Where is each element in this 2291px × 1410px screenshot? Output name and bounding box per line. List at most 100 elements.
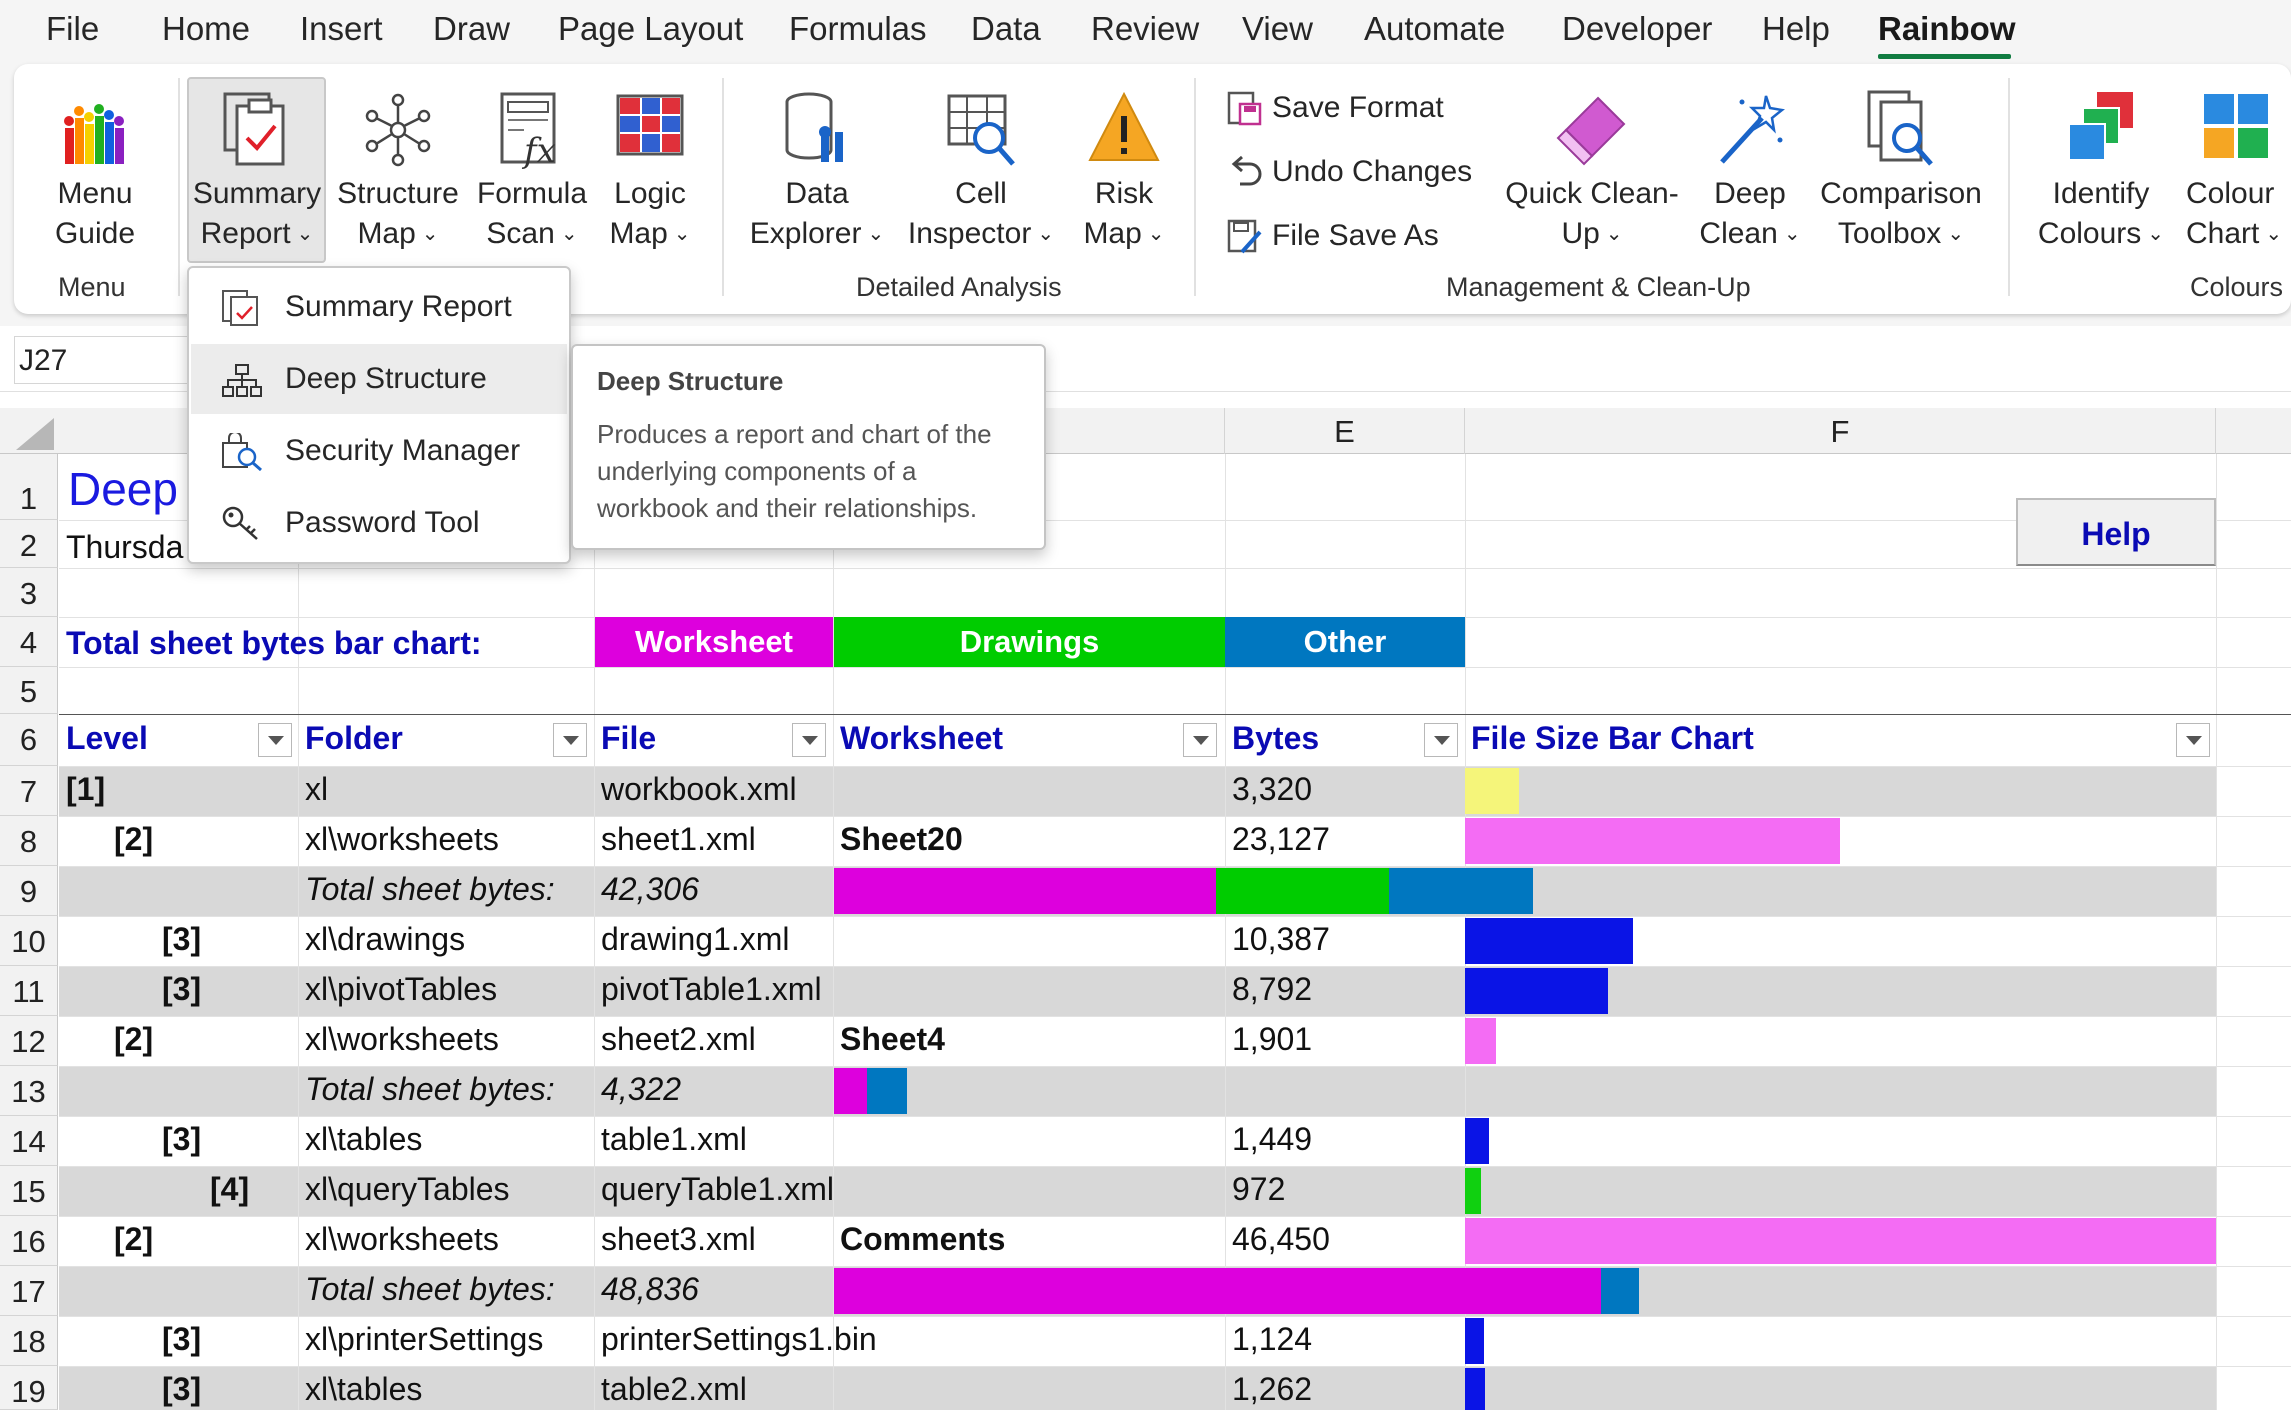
menu-item-summary-report[interactable]: Summary Report (191, 272, 567, 342)
select-all-corner[interactable] (16, 418, 54, 450)
row-band (59, 1366, 2216, 1410)
report-date: Thursda (66, 529, 184, 565)
tab-automate[interactable]: Automate (1364, 10, 1506, 47)
column-header-hidden[interactable] (359, 408, 1225, 454)
row-header[interactable]: 2 (0, 520, 58, 568)
structure-map-label-2-wrap: Map ⌄ (336, 214, 460, 254)
total-bytes-cell: 48,836 (601, 1271, 699, 1307)
row-header[interactable]: 9 (0, 866, 58, 916)
menu-item-password-tool[interactable]: Password Tool (191, 488, 567, 558)
tab-insert[interactable]: Insert (300, 10, 383, 47)
quick-clean-up-label-2: Up (1561, 217, 1600, 250)
row-header[interactable]: 6 (0, 714, 58, 766)
logic-map-button[interactable]: Logic Map ⌄ (600, 88, 700, 254)
tab-page-layout[interactable]: Page Layout (558, 10, 744, 47)
row-header[interactable]: 12 (0, 1016, 58, 1066)
formula-scan-button[interactable]: fx Formula Scan ⌄ (474, 88, 590, 254)
tab-formulas[interactable]: Formulas (789, 10, 927, 47)
tab-home[interactable]: Home (162, 10, 251, 47)
column-header-f[interactable]: F (1465, 408, 2216, 454)
row-header[interactable]: 14 (0, 1116, 58, 1166)
key-icon (222, 506, 258, 540)
filter-bytes-dropdown[interactable] (1424, 723, 1458, 757)
help-button[interactable]: Help (2016, 498, 2216, 566)
tab-draw[interactable]: Draw (433, 10, 511, 47)
cell-inspector-label-2-wrap: Inspector ⌄ (902, 214, 1060, 254)
row-header[interactable]: 8 (0, 816, 58, 866)
row-header[interactable]: 3 (0, 568, 58, 617)
tab-rainbow[interactable]: Rainbow (1878, 10, 2016, 47)
active-tab-indicator (1878, 54, 2011, 59)
warning-triangle-icon (1088, 91, 1160, 161)
filter-folder-dropdown[interactable] (553, 723, 587, 757)
tooltip-body: Produces a report and chart of the under… (597, 419, 992, 523)
row-header[interactable]: 5 (0, 667, 58, 714)
file-save-as-button[interactable]: File Save As (1226, 216, 1466, 256)
summary-report-button[interactable]: Summary Report ⌄ (190, 88, 324, 254)
tab-help[interactable]: Help (1762, 10, 1830, 47)
menu-item-summary-report-label: Summary Report (285, 290, 512, 323)
deep-structure-tooltip: Deep Structure Produces a report and cha… (571, 344, 1046, 550)
row-header[interactable]: 4 (0, 617, 58, 667)
file-size-bar (1465, 918, 1633, 964)
row-band (59, 1066, 2216, 1116)
menu-item-deep-structure-label: Deep Structure (285, 362, 487, 395)
column-header-e[interactable]: E (1225, 408, 1465, 454)
data-explorer-button[interactable]: Data Explorer ⌄ (744, 88, 890, 254)
quick-clean-up-button[interactable]: Quick Clean- Up ⌄ (1502, 88, 1682, 254)
row-header[interactable]: 11 (0, 966, 58, 1016)
level-cell: [3] (162, 921, 202, 957)
colour-chart-button[interactable]: Colour Chart ⌄ (2180, 88, 2291, 254)
menu-guide-label-2: Guide (54, 217, 136, 250)
tab-review[interactable]: Review (1091, 10, 1200, 47)
risk-map-button[interactable]: Risk Map ⌄ (1072, 88, 1176, 254)
cell-inspector-button[interactable]: Cell Inspector ⌄ (902, 88, 1060, 254)
folder-cell: xl\pivotTables (305, 971, 498, 1007)
level-cell: [2] (114, 1021, 154, 1057)
row-header[interactable]: 13 (0, 1066, 58, 1116)
tab-developer[interactable]: Developer (1562, 10, 1713, 47)
level-cell: [2] (114, 1221, 154, 1257)
tab-view[interactable]: View (1242, 10, 1313, 47)
menu-item-security-manager[interactable]: Security Manager (191, 416, 567, 486)
undo-changes-button[interactable]: Undo Changes (1226, 152, 1486, 192)
filter-bar-chart-dropdown[interactable] (2176, 723, 2210, 757)
row-header[interactable]: 7 (0, 766, 58, 816)
deep-clean-button[interactable]: Deep Clean ⌄ (1694, 88, 1806, 254)
grid-line (59, 1266, 2291, 1267)
header-file-size-bar-chart: File Size Bar Chart (1471, 720, 1754, 756)
grid-line (59, 916, 2291, 917)
filter-file-dropdown[interactable] (792, 723, 826, 757)
save-format-button[interactable]: Save Format (1226, 88, 1466, 128)
tab-file[interactable]: File (46, 10, 100, 47)
row-header[interactable]: 1 (0, 454, 58, 520)
logic-map-label-1: Logic (614, 177, 686, 210)
row-header[interactable]: 18 (0, 1316, 58, 1366)
total-label-cell: Total sheet bytes: (305, 1071, 555, 1107)
folder-cell: xl\worksheets (305, 1021, 499, 1057)
filter-level-dropdown[interactable] (258, 723, 292, 757)
identify-colours-button[interactable]: Identify Colours ⌄ (2030, 88, 2172, 254)
data-explorer-label-2: Explorer (749, 217, 862, 250)
total-bar-worksheet (834, 1268, 1601, 1314)
tooltip-title: Deep Structure (597, 366, 784, 396)
total-bar-other (1389, 868, 1533, 914)
row-header[interactable]: 17 (0, 1266, 58, 1316)
bytes-cell: 1,901 (1232, 1021, 1313, 1057)
comparison-toolbox-button[interactable]: Comparison Toolbox ⌄ (1818, 88, 1984, 254)
filter-worksheet-dropdown[interactable] (1183, 723, 1217, 757)
formula-fx-icon: fx (500, 92, 556, 171)
comparison-toolbox-label-2-wrap: Toolbox ⌄ (1818, 214, 1984, 254)
structure-map-button[interactable]: Structure Map ⌄ (336, 88, 460, 254)
row-header[interactable]: 19 (0, 1366, 58, 1410)
menu-item-deep-structure[interactable]: Deep Structure (191, 344, 567, 414)
row-header[interactable]: 10 (0, 916, 58, 966)
tab-data[interactable]: Data (971, 10, 1041, 47)
row-header[interactable]: 16 (0, 1216, 58, 1266)
grid-line (2216, 454, 2217, 1410)
folder-cell: xl\queryTables (305, 1171, 510, 1207)
menu-guide-button[interactable]: Menu Guide (40, 88, 150, 254)
file-cell: table1.xml (601, 1121, 747, 1157)
total-bar-other (867, 1068, 907, 1114)
row-header[interactable]: 15 (0, 1166, 58, 1216)
